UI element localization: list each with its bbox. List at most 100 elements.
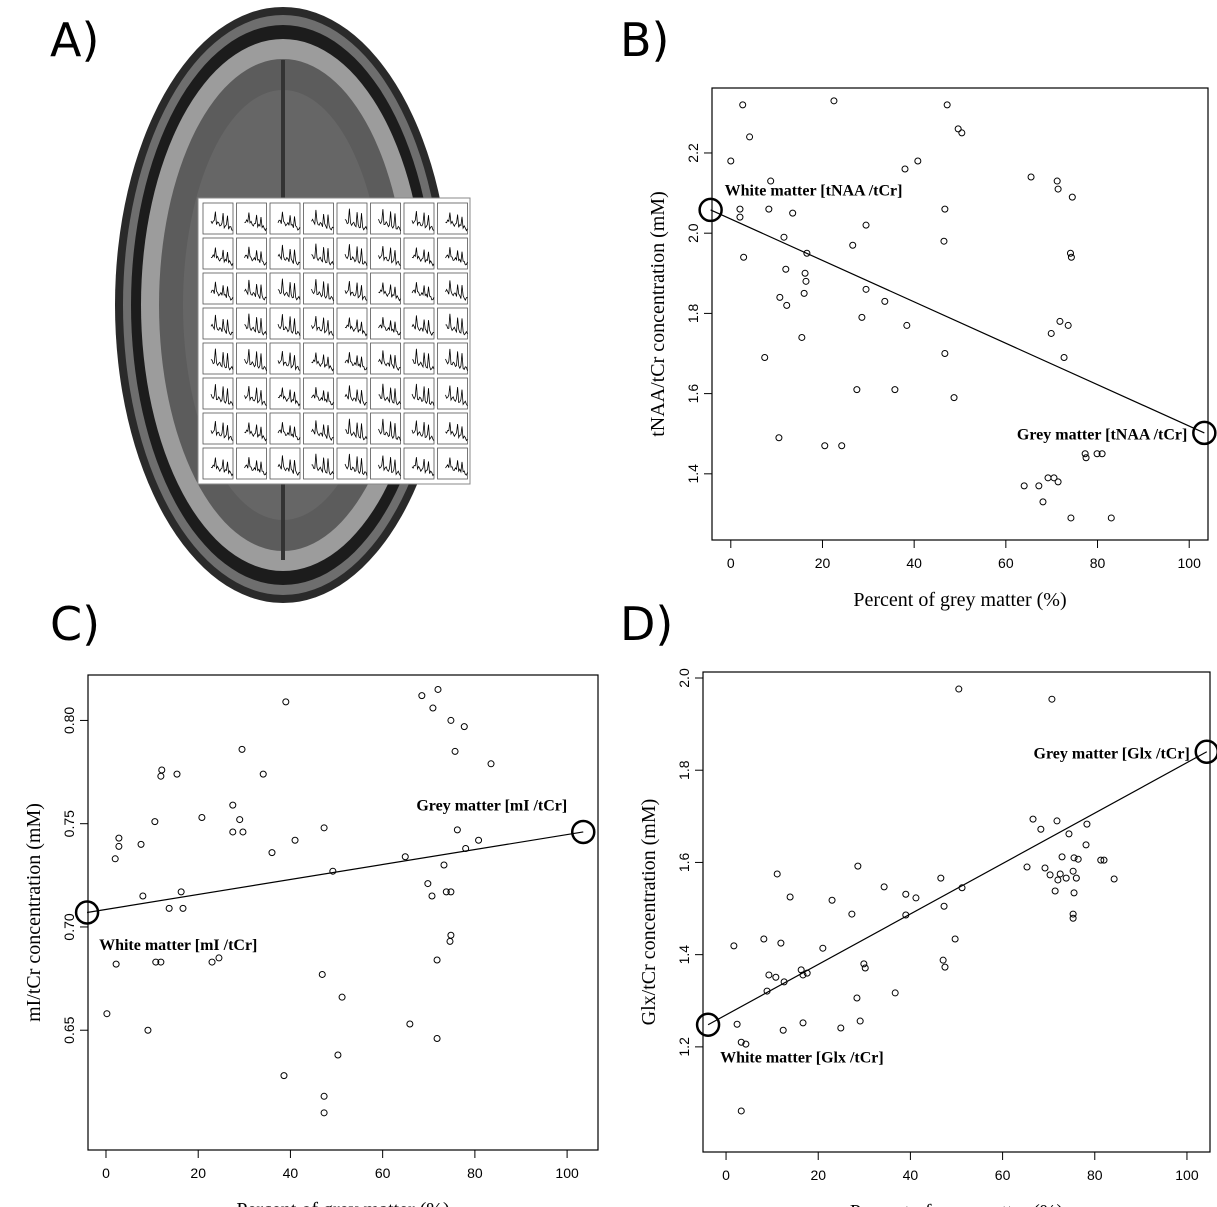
data-point bbox=[145, 1027, 151, 1033]
data-point bbox=[429, 893, 435, 899]
data-point bbox=[955, 126, 961, 132]
data-point bbox=[904, 322, 910, 328]
data-point bbox=[776, 435, 782, 441]
x-tick-label: 0 bbox=[102, 1165, 110, 1181]
data-point bbox=[1082, 451, 1088, 457]
data-point bbox=[335, 1052, 341, 1058]
data-point bbox=[737, 214, 743, 220]
data-point bbox=[104, 1011, 110, 1017]
data-point bbox=[240, 829, 246, 835]
data-point bbox=[1040, 499, 1046, 505]
data-point bbox=[1052, 888, 1058, 894]
x-tick-label: 0 bbox=[727, 555, 735, 571]
data-point bbox=[319, 971, 325, 977]
panel-label: A) bbox=[50, 13, 99, 67]
data-point bbox=[1055, 479, 1061, 485]
data-point bbox=[1049, 696, 1055, 702]
data-point bbox=[1070, 868, 1076, 874]
y-tick-label: 0.80 bbox=[61, 707, 77, 734]
data-point bbox=[1036, 483, 1042, 489]
data-point bbox=[1063, 875, 1069, 881]
x-tick-label: 100 bbox=[1178, 555, 1202, 571]
x-tick-label: 60 bbox=[995, 1167, 1011, 1183]
x-tick-label: 40 bbox=[283, 1165, 299, 1181]
data-point bbox=[209, 959, 215, 965]
x-axis-title: Percent of grey matter (%) bbox=[850, 1201, 1063, 1207]
data-point bbox=[738, 1108, 744, 1114]
data-point bbox=[441, 862, 447, 868]
data-point bbox=[1069, 194, 1075, 200]
data-point bbox=[407, 1021, 413, 1027]
data-point bbox=[112, 856, 118, 862]
data-point bbox=[1028, 174, 1034, 180]
data-point bbox=[1054, 818, 1060, 824]
data-point bbox=[448, 932, 454, 938]
data-point bbox=[787, 894, 793, 900]
data-point bbox=[230, 829, 236, 835]
data-point bbox=[941, 903, 947, 909]
data-point bbox=[766, 972, 772, 978]
data-point bbox=[903, 891, 909, 897]
data-point bbox=[849, 911, 855, 917]
data-point bbox=[174, 771, 180, 777]
data-point bbox=[488, 761, 494, 767]
data-point bbox=[1030, 816, 1036, 822]
data-point bbox=[863, 286, 869, 292]
data-point bbox=[892, 387, 898, 393]
data-point bbox=[1066, 831, 1072, 837]
data-point bbox=[260, 771, 266, 777]
data-point bbox=[777, 294, 783, 300]
y-axis-title: tNAA/tCr concentration (mM) bbox=[647, 191, 669, 437]
fit-line bbox=[708, 752, 1207, 1025]
x-tick-label: 20 bbox=[190, 1165, 206, 1181]
data-point bbox=[956, 686, 962, 692]
data-point bbox=[941, 238, 947, 244]
data-point bbox=[800, 1020, 806, 1026]
x-tick-label: 20 bbox=[810, 1167, 826, 1183]
panel-label: D) bbox=[620, 597, 673, 651]
data-point bbox=[461, 724, 467, 730]
x-tick-label: 80 bbox=[1090, 555, 1106, 571]
data-point bbox=[854, 387, 860, 393]
data-point bbox=[425, 881, 431, 887]
data-point bbox=[915, 158, 921, 164]
data-point bbox=[180, 905, 186, 911]
data-point bbox=[766, 206, 772, 212]
data-point bbox=[859, 314, 865, 320]
data-point bbox=[1055, 877, 1061, 883]
data-point bbox=[1068, 254, 1074, 260]
data-point bbox=[454, 827, 460, 833]
data-point bbox=[321, 825, 327, 831]
data-point bbox=[799, 334, 805, 340]
data-point bbox=[1067, 250, 1073, 256]
data-point bbox=[784, 302, 790, 308]
data-point bbox=[1075, 856, 1081, 862]
data-point bbox=[239, 746, 245, 752]
data-point bbox=[1083, 455, 1089, 461]
panel-label: B) bbox=[620, 13, 670, 67]
data-point bbox=[892, 990, 898, 996]
data-point bbox=[1042, 865, 1048, 871]
data-point bbox=[831, 98, 837, 104]
panel-label: C) bbox=[50, 597, 100, 651]
data-point bbox=[158, 773, 164, 779]
brain-image bbox=[115, 7, 470, 603]
data-point bbox=[747, 134, 753, 140]
data-point bbox=[959, 130, 965, 136]
data-point bbox=[829, 897, 835, 903]
data-point bbox=[166, 905, 172, 911]
x-tick-label: 80 bbox=[467, 1165, 483, 1181]
y-tick-label: 1.6 bbox=[685, 384, 701, 404]
y-tick-label: 1.8 bbox=[676, 760, 692, 780]
x-tick-label: 0 bbox=[722, 1167, 730, 1183]
data-point bbox=[781, 234, 787, 240]
y-tick-label: 2.0 bbox=[685, 223, 701, 243]
data-point bbox=[728, 158, 734, 164]
x-axis-title: Percent of grey matter (%) bbox=[236, 1199, 449, 1207]
annotation: White matter [Glx /tCr] bbox=[720, 1049, 884, 1066]
data-point bbox=[737, 206, 743, 212]
x-tick-label: 60 bbox=[998, 555, 1014, 571]
data-point bbox=[434, 957, 440, 963]
data-point bbox=[761, 936, 767, 942]
data-point bbox=[435, 686, 441, 692]
